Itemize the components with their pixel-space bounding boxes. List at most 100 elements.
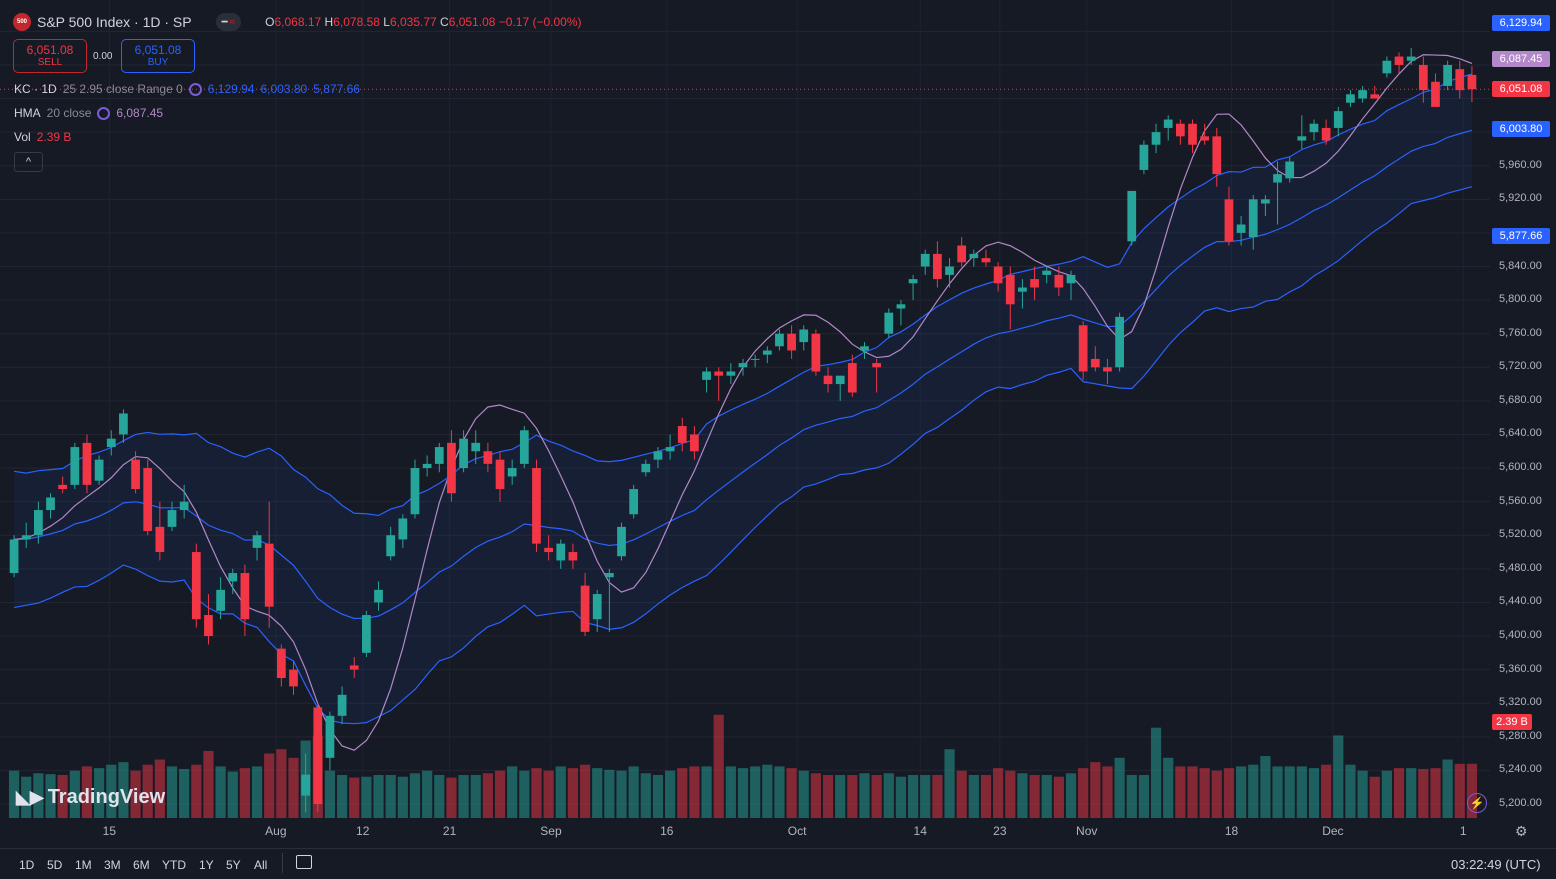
- price-tick-label: 5,360.00: [1499, 662, 1542, 675]
- sell-button[interactable]: 6,051.08 SELL: [13, 39, 87, 73]
- candle-body: [143, 468, 153, 532]
- volume-bar: [458, 775, 469, 818]
- buy-button[interactable]: 6,051.08 BUY: [121, 39, 195, 73]
- visibility-icon[interactable]: [188, 82, 202, 96]
- candle-body: [204, 615, 213, 637]
- candle-body: [386, 535, 396, 557]
- volume-bar: [1053, 776, 1064, 818]
- time-tick-label: Dec: [1322, 824, 1344, 838]
- volume-bar: [980, 775, 992, 818]
- candle-body: [325, 715, 335, 758]
- candle-body: [1030, 279, 1039, 288]
- candle-body: [1163, 119, 1173, 128]
- candle-body: [264, 543, 274, 607]
- candle-body: [228, 573, 238, 582]
- volume-bar: [336, 775, 348, 818]
- kc-params: 25 2.95 close Range 0: [62, 82, 183, 96]
- close-value: 6,051.08: [448, 15, 496, 29]
- volume-bar: [1333, 735, 1344, 818]
- sell-price: 6,051.08: [26, 43, 74, 57]
- candle-body: [471, 442, 481, 452]
- time-tick-label: 12: [356, 824, 370, 838]
- timeframe-button-5d[interactable]: 5D: [47, 858, 63, 872]
- candle-body: [1018, 287, 1027, 292]
- price-tick-label: 5,320.00: [1499, 696, 1542, 709]
- candle-body: [690, 434, 699, 452]
- price-tick-label: 5,640.00: [1499, 427, 1542, 440]
- volume-bar: [604, 769, 615, 818]
- candle-body: [1346, 94, 1355, 103]
- utc-clock[interactable]: 03:22:49 (UTC): [1451, 857, 1541, 872]
- ohlc-values: O6,068.17 H6,078.58 L6,035.77 C6,051.08 …: [265, 15, 581, 29]
- volume-bar: [798, 770, 809, 818]
- kc-upper-value: 6,129.94: [207, 82, 255, 96]
- candle-body: [592, 594, 602, 620]
- price-tick-label: 5,280.00: [1499, 729, 1542, 742]
- time-tick-label: 14: [913, 824, 927, 838]
- candle-body: [981, 258, 991, 263]
- price-tick-label: 5,440.00: [1499, 595, 1542, 608]
- candle-body: [847, 363, 857, 393]
- indicator-kc[interactable]: KC · 1D 25 2.95 close Range 0 6,129.94 6…: [14, 82, 360, 96]
- collapse-legend-button[interactable]: ^: [14, 152, 43, 172]
- tradingview-logo-icon: ◣▶: [16, 787, 44, 807]
- candle-body: [969, 253, 979, 259]
- market-status-pill[interactable]: ━ ≈: [215, 13, 242, 31]
- candle-body: [1418, 64, 1428, 91]
- volume-bar: [45, 774, 56, 818]
- timeframe-button-1d[interactable]: 1D: [19, 858, 35, 872]
- volume-bar: [1430, 768, 1441, 818]
- volume-bar: [750, 766, 761, 818]
- volume-bar: [81, 766, 93, 818]
- candle-body: [702, 371, 711, 380]
- candle-body: [94, 459, 104, 481]
- price-tick-label: 5,800.00: [1499, 293, 1542, 306]
- price-tick-label: 5,960.00: [1499, 158, 1542, 171]
- volume-bar: [409, 773, 421, 818]
- candle-body: [1127, 190, 1137, 242]
- timeframe-button-ytd[interactable]: YTD: [162, 858, 186, 872]
- timeframe-button-3m[interactable]: 3M: [104, 858, 121, 872]
- volume-bar: [725, 766, 736, 818]
- volume-bar: [227, 771, 238, 818]
- volume-bar: [1078, 768, 1089, 818]
- symbol-title[interactable]: S&P 500 Index · 1D · SP: [37, 14, 192, 30]
- symbol-logo[interactable]: 500: [13, 13, 31, 31]
- tradingview-watermark[interactable]: ◣▶ TradingView: [16, 786, 165, 809]
- volume-bar: [446, 777, 457, 818]
- timeframe-button-1m[interactable]: 1M: [75, 858, 92, 872]
- vol-value: 2.39 B: [36, 130, 72, 144]
- timeframe-button-all[interactable]: All: [254, 858, 268, 872]
- price-tick-label: 5,560.00: [1499, 494, 1542, 507]
- timeframe-button-5y[interactable]: 5Y: [226, 858, 241, 872]
- lightning-icon[interactable]: ⚡: [1467, 793, 1487, 813]
- visibility-icon[interactable]: [97, 106, 111, 120]
- volume-bar: [276, 749, 287, 818]
- kc-mid-price-label: 6,003.80: [1492, 121, 1550, 137]
- volume-bar: [142, 764, 153, 818]
- candle-body: [556, 543, 566, 561]
- low-value: 6,035.77: [389, 15, 437, 29]
- candle-body: [459, 438, 468, 469]
- timeframe-button-1y[interactable]: 1Y: [199, 858, 214, 872]
- volume-bar: [1065, 773, 1077, 818]
- indicator-hma[interactable]: HMA 20 close 6,087.45: [14, 106, 163, 120]
- calendar-icon[interactable]: [296, 855, 312, 869]
- price-chart[interactable]: [0, 0, 1556, 848]
- volume-bar: [264, 753, 275, 818]
- candle-body: [677, 426, 687, 443]
- dash-icon: ━: [221, 16, 228, 28]
- volume-bar: [349, 777, 360, 818]
- volume-bar: [1163, 757, 1174, 818]
- open-label: O: [265, 15, 275, 29]
- wave-icon: ≈: [229, 16, 236, 28]
- volume-bar: [701, 766, 712, 818]
- indicator-vol[interactable]: Vol 2.39 B: [14, 130, 71, 144]
- candle-body: [1455, 69, 1465, 91]
- volume-bar: [422, 770, 433, 818]
- timeframe-button-6m[interactable]: 6M: [133, 858, 150, 872]
- candle-body: [933, 253, 942, 280]
- candle-body: [957, 245, 967, 263]
- volume-bar: [786, 768, 797, 818]
- gear-icon[interactable]: ⚙: [1515, 823, 1528, 839]
